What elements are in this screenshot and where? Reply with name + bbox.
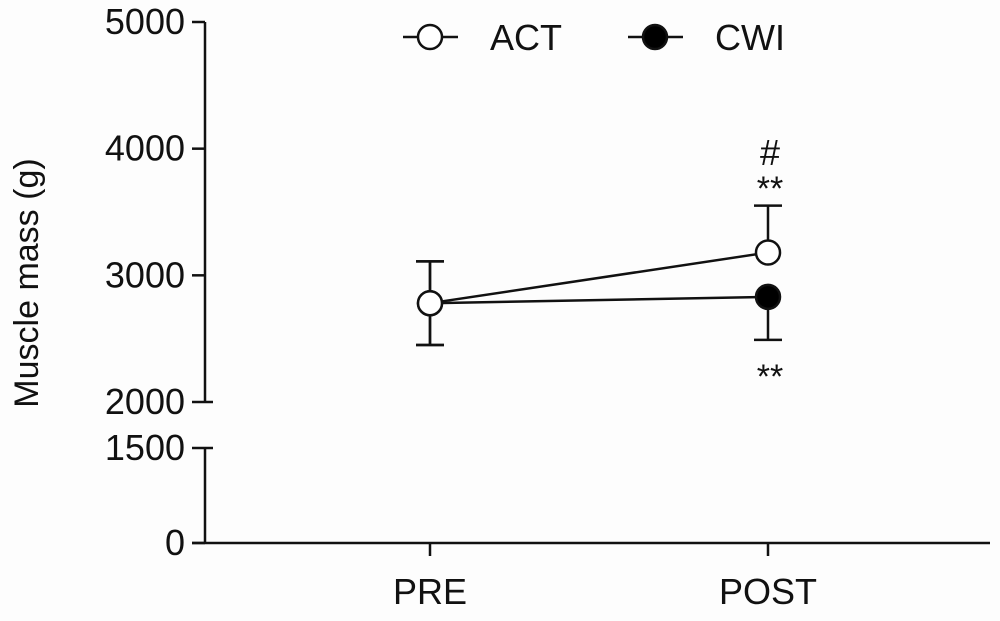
y-tick-label: 1500 <box>105 427 185 468</box>
y-tick-label: 4000 <box>105 128 185 169</box>
legend-act-label: ACT <box>490 17 562 58</box>
annotation-act-stars: ** <box>757 170 783 208</box>
y-axis-label: Muscle mass (g) <box>8 158 46 407</box>
annotation-cwi-stars: ** <box>757 358 783 396</box>
data-point-act-post <box>754 239 782 266</box>
x-tick-label-post: POST <box>719 571 817 612</box>
y-tick-label: 3000 <box>105 254 185 295</box>
y-tick-label: 0 <box>165 522 185 563</box>
data-point-cwi-post <box>754 283 782 311</box>
annotation-hash: # <box>760 132 780 173</box>
legend-cwi-label: CWI <box>715 17 785 58</box>
x-tick-label-pre: PRE <box>393 571 467 612</box>
data-point-act-pre <box>416 289 444 317</box>
series-line-act <box>429 251 769 305</box>
legend: ACT CWI <box>403 17 785 58</box>
legend-cwi-marker <box>641 23 669 51</box>
series-line-cwi <box>429 295 769 305</box>
y-tick-label: 5000 <box>105 1 185 42</box>
y-tick-label: 2000 <box>105 381 185 422</box>
legend-act-marker <box>416 23 444 51</box>
